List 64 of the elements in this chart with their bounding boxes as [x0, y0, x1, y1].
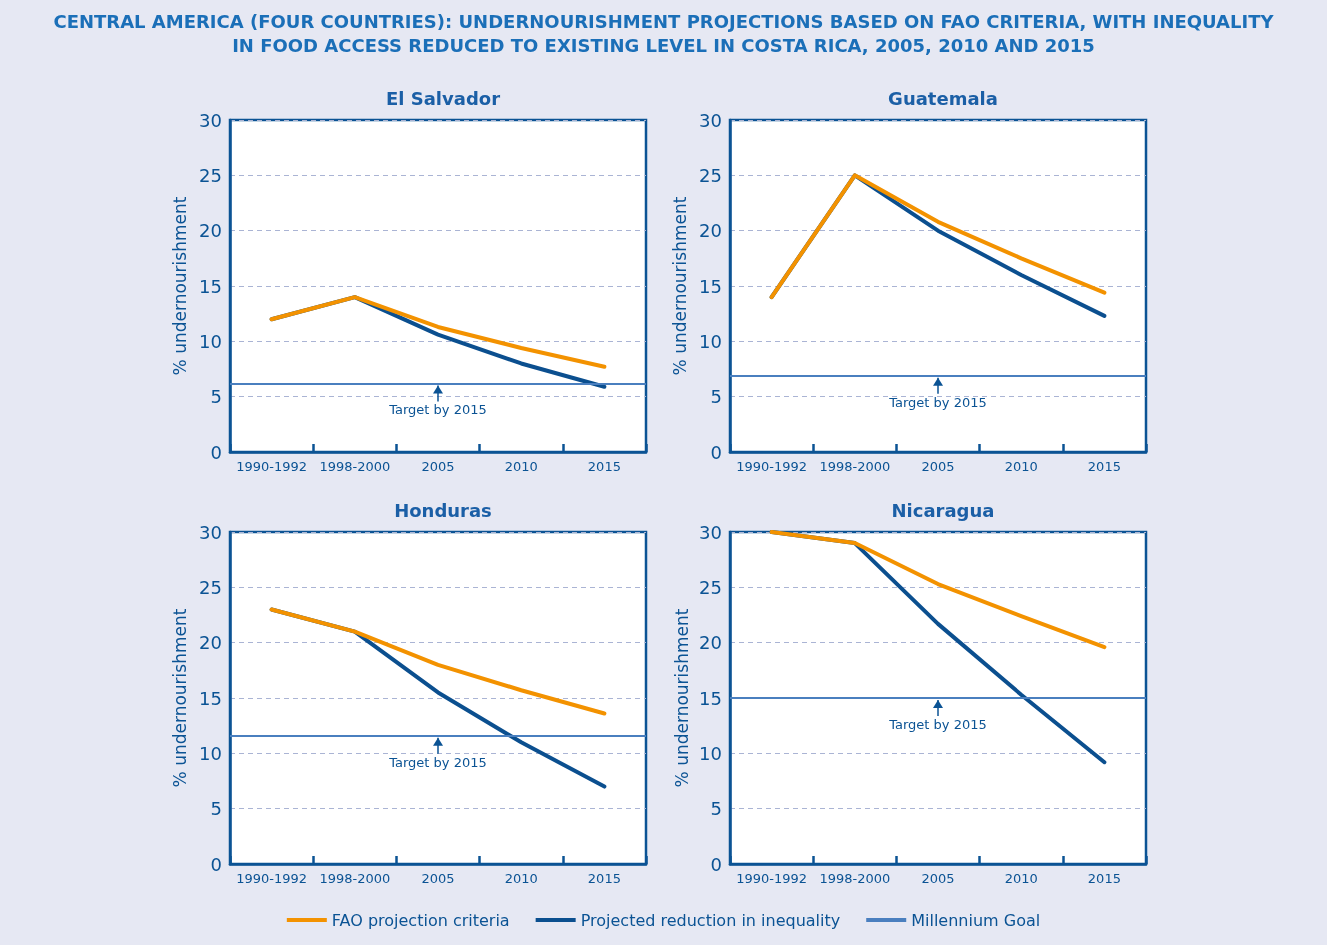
text: CENTRAL AMERICA (FOUR COUNTRIES): UNDERNOURISHMENT PROJECTIONS BASED ON FAO CRITERIA, WITH INEQUALITY IN FOOD ACCESS REDUCED TO EXISTING LEVEL IN COSTA RICA, 2005, 2010 AND 2015	[52, 10, 1275, 58]
chart-title: Nicaragua	[891, 499, 995, 521]
x-tick-label: 2010	[1004, 459, 1038, 474]
x-tick-label: 2005	[921, 459, 955, 474]
y-tick-label: 0	[210, 441, 222, 463]
y-tick-label: 10	[199, 742, 222, 764]
x-tick-label: 2005	[421, 871, 455, 886]
y-tick-label: 25	[199, 576, 222, 598]
x-tick-label: 2015	[1087, 871, 1121, 886]
y-tick-label: 5	[210, 798, 222, 820]
annotation: Target by 2015	[888, 717, 987, 732]
y-tick-label: 25	[699, 576, 722, 598]
y-tick-label: 20	[199, 220, 222, 242]
y-tick-label: 5	[710, 798, 722, 820]
x-tick-label: 1998-2000	[319, 871, 391, 886]
x-tick-label: 1998-2000	[819, 871, 891, 886]
y-tick-label: 30	[699, 521, 722, 543]
y-tick-label: 30	[699, 109, 722, 131]
x-tick-label: 2015	[1087, 459, 1121, 474]
chart-title: El Salvador	[385, 87, 501, 109]
x-tick-label: 2005	[421, 459, 455, 474]
y-tick-label: 10	[199, 330, 222, 352]
x-tick-label: 1990-1992	[236, 459, 308, 474]
x-tick-label: 1990-1992	[236, 871, 308, 886]
y-tick-label: 30	[199, 521, 222, 543]
x-tick-label: 1998-2000	[319, 459, 391, 474]
chart-title: Guatemala	[888, 87, 998, 109]
legend-label: Projected reduction in inequality	[580, 910, 841, 930]
y-tick-label: 20	[199, 632, 222, 654]
x-tick-label: 1990-1992	[736, 871, 808, 886]
x-tick-label: 2015	[587, 871, 621, 886]
y-tick-label: 20	[699, 632, 722, 654]
y-tick-label: 25	[199, 164, 222, 186]
x-tick-label: 2010	[504, 871, 538, 886]
x-tick-label: 1990-1992	[736, 459, 808, 474]
x-tick-label: 2015	[587, 459, 621, 474]
y-tick-label: 0	[710, 853, 722, 875]
annotation: Target by 2015	[388, 754, 487, 770]
chart-title: Honduras	[394, 499, 492, 521]
x-tick-label: 1998-2000	[819, 459, 891, 474]
x-tick-label: 2005	[921, 871, 955, 886]
legend-label: Millennium Goal	[911, 910, 1041, 930]
y-axis-title: % undernourishment	[169, 196, 190, 376]
y-tick-label: 5	[710, 386, 722, 408]
y-tick-label: 5	[210, 386, 222, 408]
y-tick-label: 10	[699, 330, 722, 352]
legend-label: FAO projection criteria	[331, 910, 510, 930]
annotation: Target by 2015	[388, 402, 487, 418]
y-tick-label: 10	[699, 742, 722, 764]
y-tick-label: 0	[710, 441, 722, 463]
x-tick-label: 2010	[1004, 871, 1038, 886]
y-axis-title: % undernourishment	[669, 196, 690, 376]
y-tick-label: 15	[699, 687, 722, 709]
y-tick-label: 15	[699, 275, 722, 297]
y-tick-label: 20	[699, 220, 722, 242]
y-axis-title: % undernourishment	[169, 608, 190, 788]
annotation: Target by 2015	[888, 394, 987, 410]
y-tick-label: 15	[199, 275, 222, 297]
y-tick-label: 25	[699, 164, 722, 186]
y-tick-label: 30	[199, 109, 222, 131]
x-tick-label: 2010	[504, 459, 538, 474]
y-tick-label: 0	[210, 853, 222, 875]
y-tick-label: 15	[199, 687, 222, 709]
y-axis-title: % undernourishment	[671, 608, 692, 788]
